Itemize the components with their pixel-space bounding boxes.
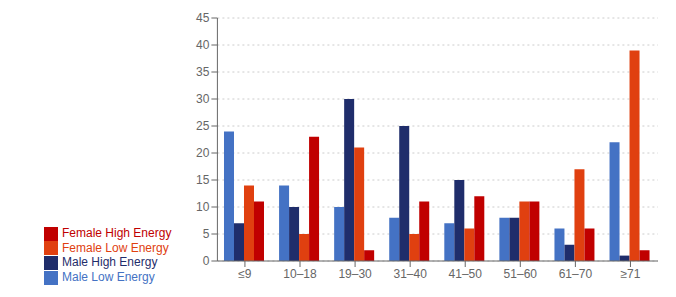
svg-text:30: 30 bbox=[196, 92, 210, 106]
svg-text:25: 25 bbox=[196, 119, 210, 133]
svg-text:≤9: ≤9 bbox=[238, 267, 252, 281]
svg-text:61–70: 61–70 bbox=[559, 267, 593, 281]
html-text:Female High Energy: Female High Energy bbox=[62, 225, 172, 240]
html-text:Female Low Energy: Female Low Energy bbox=[62, 240, 169, 255]
svg-text:51–60: 51–60 bbox=[504, 267, 538, 281]
svg-text:45: 45 bbox=[196, 11, 210, 25]
svg-text:10: 10 bbox=[196, 200, 210, 214]
svg-text:10–18: 10–18 bbox=[283, 267, 317, 281]
html-text:Male High Energy: Male High Energy bbox=[62, 255, 158, 270]
svg-text:41–50: 41–50 bbox=[449, 267, 483, 281]
svg-text:31–40: 31–40 bbox=[393, 267, 427, 281]
svg-text:20: 20 bbox=[196, 146, 210, 160]
svg-text:5: 5 bbox=[203, 227, 210, 241]
svg-text:≥71: ≥71 bbox=[620, 267, 640, 281]
svg-text:35: 35 bbox=[196, 65, 210, 79]
svg-text:19–30: 19–30 bbox=[338, 267, 372, 281]
svg-text:0: 0 bbox=[203, 254, 210, 268]
svg-text:40: 40 bbox=[196, 38, 210, 52]
html-text:Male Low Energy: Male Low Energy bbox=[62, 270, 155, 285]
svg-text:15: 15 bbox=[196, 173, 210, 187]
